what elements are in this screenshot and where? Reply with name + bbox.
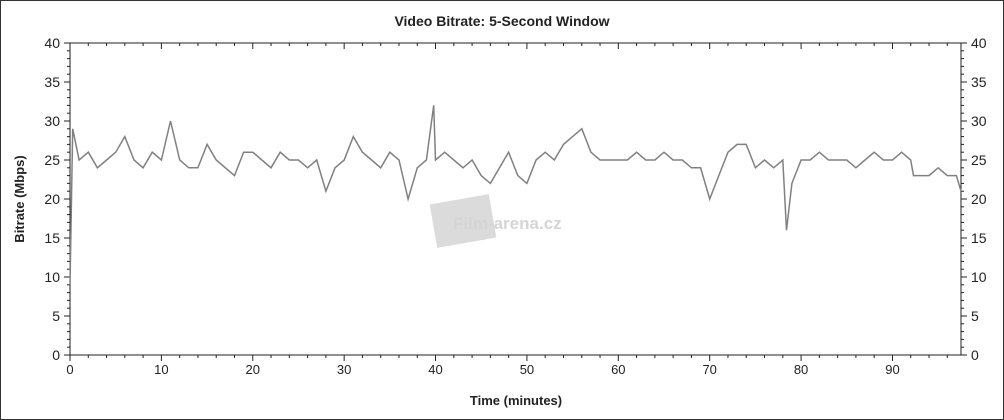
- watermark-clapper-icon: [429, 194, 497, 248]
- x-tick-label: 10: [154, 362, 168, 377]
- x-tick-label: 50: [520, 362, 534, 377]
- watermark-text: Film-arena.cz: [453, 214, 562, 233]
- y-tick-label-left: 5: [52, 308, 60, 324]
- y-tick-label-right: 40: [971, 35, 987, 51]
- x-tick-label: 20: [246, 362, 260, 377]
- x-tick-label: 90: [885, 362, 899, 377]
- plot-area: [69, 105, 962, 285]
- x-tick-label: 60: [611, 362, 625, 377]
- y-tick-label-right: 25: [971, 152, 987, 168]
- y-tick-label-left: 20: [44, 191, 60, 207]
- y-tick-label-right: 0: [971, 347, 979, 363]
- y-tick-label-left: 15: [44, 230, 60, 246]
- y-tick-label-right: 35: [971, 74, 987, 90]
- x-tick-label: 40: [428, 362, 442, 377]
- y-tick-label-right: 10: [971, 269, 987, 285]
- y-tick-label-right: 5: [971, 308, 979, 324]
- x-tick-label: 80: [794, 362, 808, 377]
- y-tick-label-left: 0: [52, 347, 60, 363]
- y-tick-label-right: 30: [971, 113, 987, 129]
- y-tick-label-left: 10: [44, 269, 60, 285]
- x-tick-label: 0: [66, 362, 73, 377]
- x-tick-label: 30: [337, 362, 351, 377]
- bitrate-series-line: [69, 105, 962, 285]
- y-tick-label-right: 20: [971, 191, 987, 207]
- y-tick-label-left: 25: [44, 152, 60, 168]
- chart-title: Video Bitrate: 5-Second Window: [394, 13, 609, 29]
- y-axis-label: Bitrate (Mbps): [12, 155, 27, 242]
- watermark-logo: Film-arena.cz: [429, 194, 562, 248]
- x-axis-label: Time (minutes): [470, 393, 562, 408]
- y-tick-label-left: 35: [44, 74, 60, 90]
- x-tick-label: 70: [702, 362, 716, 377]
- y-tick-label-left: 30: [44, 113, 60, 129]
- y-tick-label-right: 15: [971, 230, 987, 246]
- y-tick-label-left: 40: [44, 35, 60, 51]
